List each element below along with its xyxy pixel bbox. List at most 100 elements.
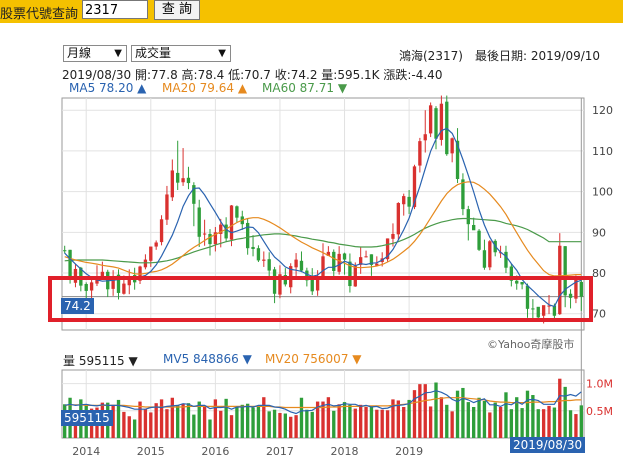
candle-body (385, 238, 390, 260)
price-tick-label: 90 (592, 226, 606, 239)
volume-bar (208, 419, 212, 438)
chevron-down-icon: ▼ (218, 48, 226, 59)
ma5-readout: MA5 78.20 ▲ (69, 81, 147, 95)
volume-bar (278, 412, 282, 438)
volume-bar (407, 399, 411, 438)
period-select[interactable]: 月線 ▼ (63, 45, 127, 62)
price-tick-label: 80 (592, 267, 606, 280)
x-tick-label: 2016 (201, 445, 229, 458)
search-bar: 股票代號查詢 2317 查 詢 (0, 0, 623, 23)
candle-body (332, 251, 336, 271)
candle-body (396, 203, 401, 235)
volume-bar (299, 397, 304, 438)
volume-bar (170, 397, 174, 438)
x-tick-label: 2017 (266, 445, 294, 458)
stock-code-input[interactable]: 2317 (82, 0, 148, 19)
candle-body (186, 177, 191, 184)
price-tick-label: 120 (592, 104, 613, 117)
volume-bar (181, 403, 185, 438)
candle-body (552, 305, 557, 316)
date-badge: 2019/08/30 (510, 437, 586, 453)
volume-bar (127, 416, 131, 438)
candle-body (412, 166, 417, 208)
volume-bar (531, 395, 535, 438)
candle-body (434, 108, 438, 139)
candle-body (181, 178, 185, 183)
candle-body (149, 246, 153, 261)
candle-body (477, 230, 481, 250)
volume-bar (504, 392, 508, 438)
volume-bar (488, 412, 492, 438)
indicator-select-value: 成交量 (135, 46, 172, 60)
volume-bar (385, 410, 390, 438)
candle-body (563, 246, 567, 296)
volume-bar (428, 406, 433, 438)
price-tick-label: 70 (592, 308, 606, 321)
candle-body (488, 241, 492, 268)
candle-body (531, 308, 535, 310)
volume-bar (364, 406, 368, 438)
volume-bar (563, 386, 567, 438)
candle-body (541, 305, 546, 316)
volume-bar (445, 404, 449, 438)
candle-body (520, 281, 524, 285)
candle-body (375, 263, 379, 266)
candle-body (213, 232, 218, 245)
volume-bar (197, 401, 201, 438)
candle-body (256, 248, 261, 261)
candle-body (391, 233, 395, 239)
candle-body (326, 251, 331, 256)
volume-bar (396, 400, 401, 438)
volume-bar (337, 404, 341, 438)
candle-body (143, 259, 148, 268)
candle-body (342, 253, 347, 260)
volume-bar (525, 390, 530, 438)
price-tick-label: 110 (592, 145, 613, 158)
candle-body (89, 282, 94, 291)
volume-bar (450, 411, 454, 438)
volume-bar (159, 399, 164, 438)
ma60-line (64, 217, 582, 264)
candle-body (455, 140, 460, 179)
volume-badge: 595115 (61, 410, 113, 426)
candle-body (68, 249, 72, 277)
volume-bar (256, 406, 261, 438)
candle-body (515, 280, 519, 284)
candle-body (536, 306, 540, 318)
volume-bar (466, 402, 470, 438)
search-button[interactable]: 查 詢 (154, 0, 200, 20)
stock-name: 鴻海(2317) (399, 49, 463, 63)
volume-bar (418, 384, 422, 438)
volume-bar (579, 405, 583, 438)
volume-bar (348, 404, 352, 438)
candle-body (197, 207, 201, 237)
volume-bar (283, 413, 287, 438)
ma60-readout: MA60 87.71 ▼ (262, 81, 348, 95)
candle-body (202, 233, 207, 235)
volume-bar (520, 408, 524, 438)
last-date: 最後日期: 2019/09/10 (475, 49, 601, 63)
candle-body (63, 250, 67, 252)
price-badge: 74.2 (61, 298, 94, 314)
volume-bar (439, 397, 444, 438)
volume-bar (289, 416, 293, 438)
candle-body (294, 259, 298, 268)
watermark: ©Yahoo奇摩股市 (487, 338, 575, 351)
volume-bar (165, 409, 169, 438)
candle-body (407, 196, 411, 207)
volume-bar (251, 407, 255, 438)
volume-bar (219, 410, 223, 438)
candle-body (100, 271, 105, 279)
candle-body (428, 105, 433, 134)
indicator-select[interactable]: 成交量 ▼ (131, 45, 231, 62)
volume-bar (574, 414, 578, 438)
volume-bar (434, 382, 438, 438)
candle-body (154, 242, 158, 247)
volume-tick-label: 1.0M (586, 378, 613, 391)
candle-body (402, 196, 406, 205)
candle-body (568, 293, 573, 298)
mv5-readout: MV5 848866 ▼ (163, 352, 252, 366)
candle-body (170, 170, 174, 198)
volume-bar (224, 398, 228, 438)
